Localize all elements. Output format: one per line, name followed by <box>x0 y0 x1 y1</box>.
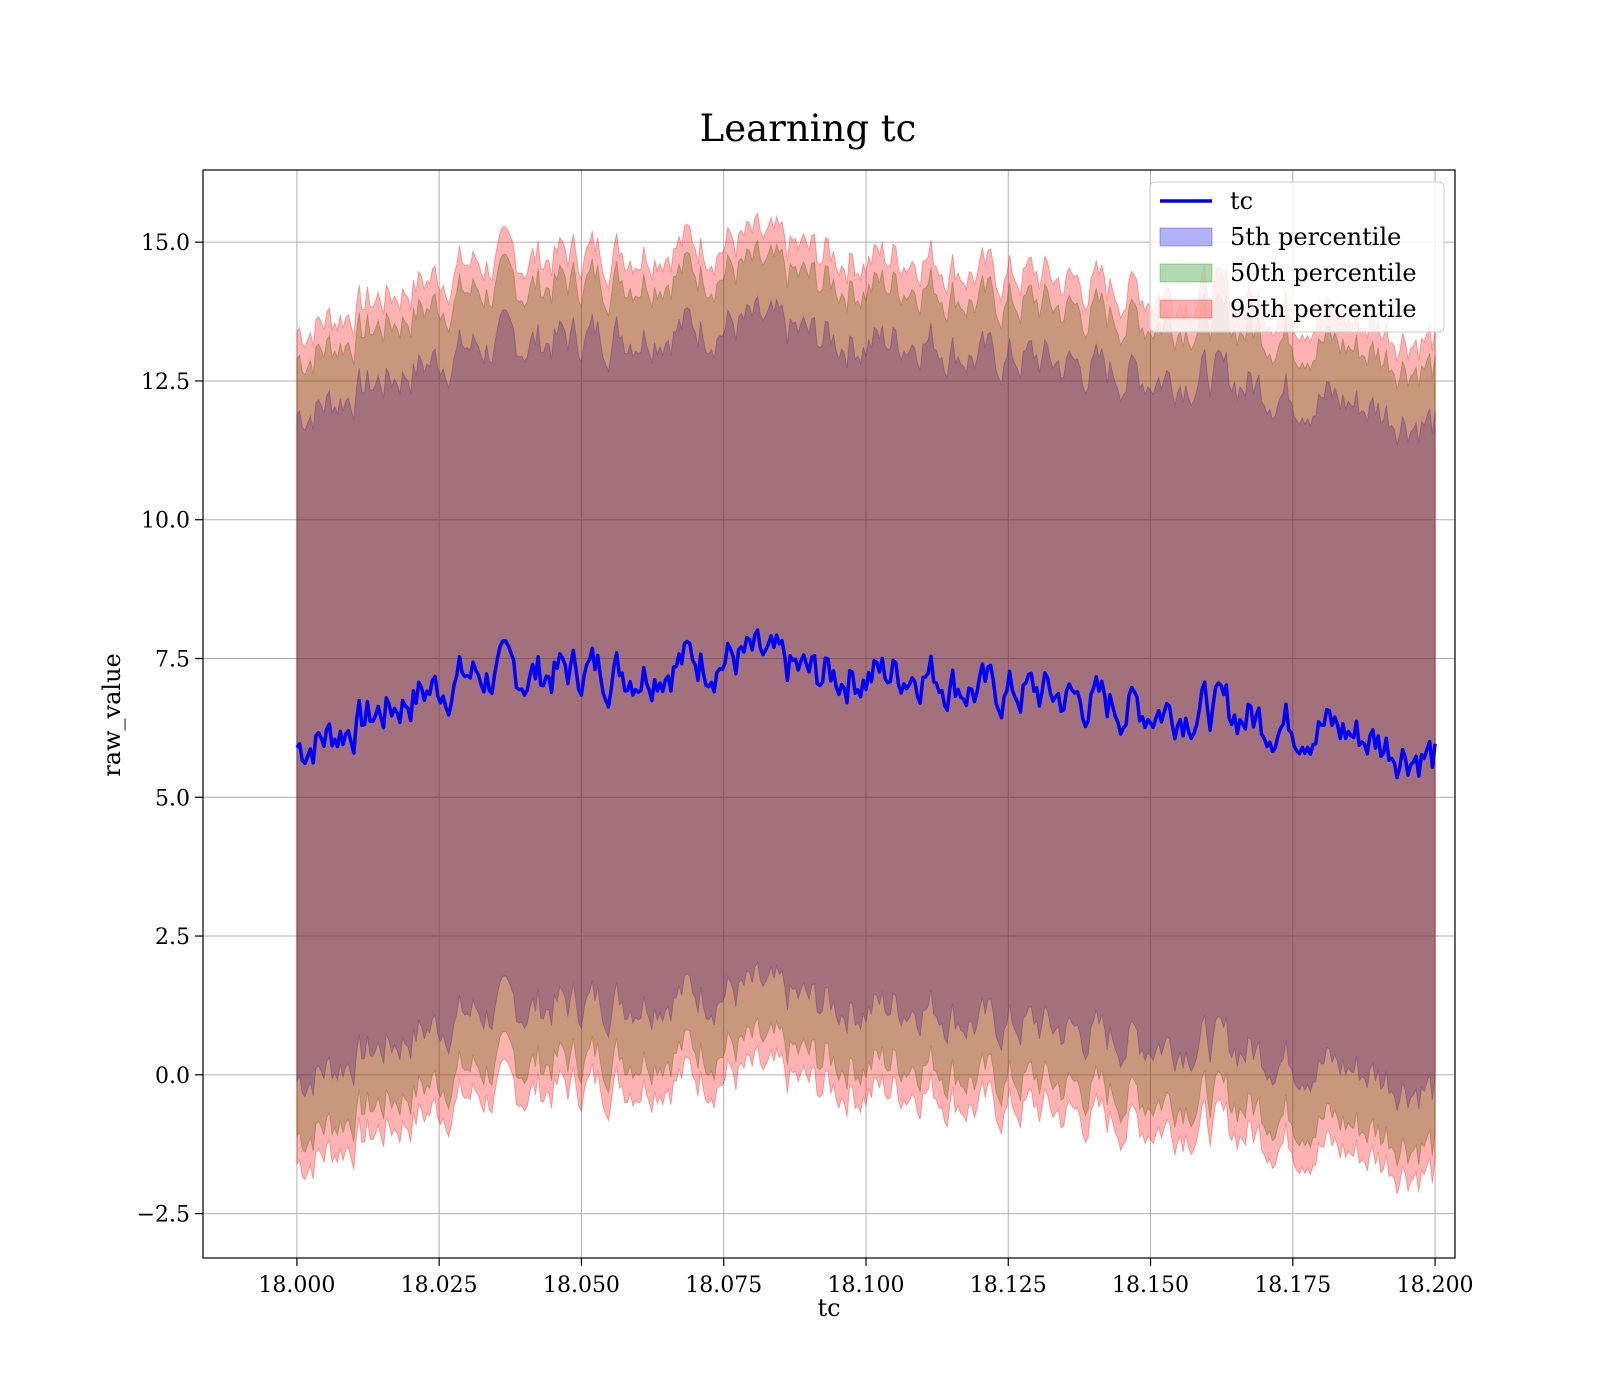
y-tick-label: 10.0 <box>141 509 190 534</box>
band-5th-percentile <box>296 294 1436 1111</box>
x-tick-label: 18.125 <box>970 1273 1047 1298</box>
x-tick-label: 18.150 <box>1112 1273 1189 1298</box>
x-tick-label: 18.025 <box>401 1273 478 1298</box>
chart-title: Learning tc <box>700 107 917 150</box>
y-axis-label: raw_value <box>98 653 126 777</box>
legend-label: tc <box>1230 187 1253 215</box>
x-tick-label: 18.075 <box>685 1273 762 1298</box>
x-axis: 18.000 18.025 18.050 18.075 18.100 18.125 18.1… <box>258 1258 1474 1298</box>
y-axis: −2.5 0.0 2.5 5.0 7.5 10.0 12.5 15.0 <box>137 231 203 1228</box>
line-layer <box>295 628 1437 780</box>
x-axis-label: tc <box>817 1294 840 1322</box>
legend-label: 95th percentile <box>1230 295 1417 323</box>
legend-label: 5th percentile <box>1230 223 1401 251</box>
legend-box <box>1149 181 1445 333</box>
x-tick-label: 18.175 <box>1254 1273 1331 1298</box>
legend: tc 5th percentile 50th percentile 95th perc… <box>1149 181 1445 333</box>
bands-layer <box>296 211 1436 1195</box>
y-tick-label: 2.5 <box>155 925 190 950</box>
x-tick-label: 18.050 <box>543 1273 620 1298</box>
plot-frame <box>202 169 1456 1259</box>
y-tick-label: 15.0 <box>141 231 190 256</box>
x-tick-label: 18.100 <box>827 1273 904 1298</box>
legend-swatch-band <box>1159 299 1213 319</box>
x-tick-label: 18.200 <box>1397 1273 1474 1298</box>
legend-swatch-band <box>1159 227 1213 247</box>
band-50th-percentile <box>296 239 1436 1167</box>
legend-label: 50th percentile <box>1230 259 1417 287</box>
y-tick-label: 5.0 <box>155 786 190 811</box>
legend-swatch-band <box>1159 263 1213 283</box>
x-tick-label: 18.000 <box>258 1273 335 1298</box>
y-tick-label: 12.5 <box>141 370 190 395</box>
series-line-tc <box>295 628 1437 780</box>
band-95th-percentile <box>296 211 1436 1195</box>
y-tick-label: 0.0 <box>155 1064 190 1089</box>
y-tick-label: −2.5 <box>137 1203 190 1228</box>
y-tick-label: 7.5 <box>155 647 190 672</box>
